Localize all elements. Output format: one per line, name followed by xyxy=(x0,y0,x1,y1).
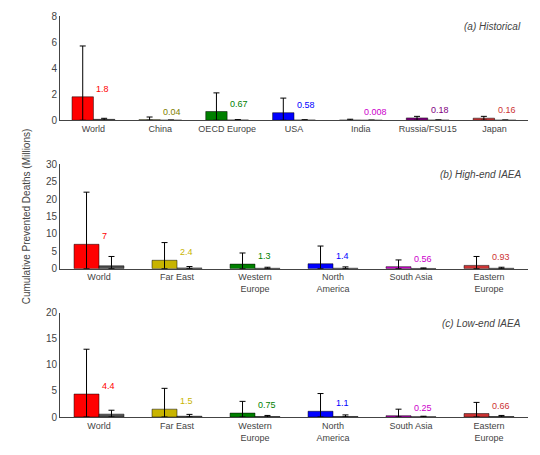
svg-text:0.75: 0.75 xyxy=(258,400,276,410)
svg-text:5: 5 xyxy=(51,385,57,396)
svg-text:15: 15 xyxy=(46,211,58,222)
svg-text:Far East: Far East xyxy=(160,421,195,431)
svg-text:EasternEurope: EasternEurope xyxy=(473,421,504,443)
svg-text:South Asia: South Asia xyxy=(389,272,432,282)
svg-text:0.58: 0.58 xyxy=(297,100,315,110)
svg-text:5: 5 xyxy=(51,246,57,257)
svg-text:10: 10 xyxy=(46,228,58,239)
svg-text:6: 6 xyxy=(51,37,57,48)
svg-text:25: 25 xyxy=(46,176,58,187)
svg-text:EasternEurope: EasternEurope xyxy=(473,272,504,294)
svg-text:Cumulative Prevented Deaths (M: Cumulative Prevented Deaths (Millions) xyxy=(21,129,32,305)
svg-text:0.66: 0.66 xyxy=(492,401,510,411)
svg-text:1.4: 1.4 xyxy=(336,251,349,261)
svg-text:0: 0 xyxy=(51,412,57,423)
svg-text:0.008: 0.008 xyxy=(364,107,387,117)
svg-text:0.16: 0.16 xyxy=(498,105,516,115)
svg-text:(b) High-end IAEA: (b) High-end IAEA xyxy=(440,169,521,180)
svg-text:World: World xyxy=(87,421,110,431)
svg-text:1.1: 1.1 xyxy=(336,398,349,408)
svg-text:20: 20 xyxy=(46,194,58,205)
svg-text:USA: USA xyxy=(285,124,304,134)
svg-text:India: India xyxy=(351,124,371,134)
svg-text:0.67: 0.67 xyxy=(230,99,248,109)
svg-text:World: World xyxy=(82,124,105,134)
svg-text:NorthAmerica: NorthAmerica xyxy=(316,421,349,443)
svg-text:4.4: 4.4 xyxy=(102,381,115,391)
svg-text:7: 7 xyxy=(102,231,107,241)
svg-text:1.8: 1.8 xyxy=(96,84,109,94)
svg-text:(a) Historical: (a) Historical xyxy=(464,21,521,32)
svg-text:World: World xyxy=(87,272,110,282)
svg-text:0.93: 0.93 xyxy=(492,252,510,262)
svg-text:2.4: 2.4 xyxy=(180,247,193,257)
svg-text:1.3: 1.3 xyxy=(258,251,271,261)
svg-text:Russia/FSU15: Russia/FSU15 xyxy=(399,124,457,134)
svg-text:20: 20 xyxy=(46,307,58,318)
svg-text:Japan: Japan xyxy=(482,124,507,134)
svg-text:Far East: Far East xyxy=(160,272,195,282)
svg-text:1.5: 1.5 xyxy=(180,396,193,406)
svg-text:0: 0 xyxy=(51,263,57,274)
svg-text:(c) Low-end IAEA: (c) Low-end IAEA xyxy=(442,318,521,329)
svg-text:NorthAmerica: NorthAmerica xyxy=(316,272,349,294)
svg-text:0: 0 xyxy=(51,115,57,126)
svg-text:WesternEurope: WesternEurope xyxy=(238,272,271,294)
svg-text:China: China xyxy=(149,124,173,134)
svg-text:0.04: 0.04 xyxy=(163,107,181,117)
svg-text:WesternEurope: WesternEurope xyxy=(238,421,271,443)
svg-text:4: 4 xyxy=(51,63,57,74)
svg-text:South Asia: South Asia xyxy=(389,421,432,431)
svg-text:10: 10 xyxy=(46,359,58,370)
svg-text:OECD Europe: OECD Europe xyxy=(198,124,256,134)
svg-text:8: 8 xyxy=(51,11,57,22)
svg-text:0.18: 0.18 xyxy=(431,105,449,115)
svg-text:0.25: 0.25 xyxy=(414,403,432,413)
svg-text:15: 15 xyxy=(46,333,58,344)
svg-text:2: 2 xyxy=(51,89,57,100)
svg-text:0.56: 0.56 xyxy=(414,254,432,264)
svg-text:30: 30 xyxy=(46,159,58,170)
